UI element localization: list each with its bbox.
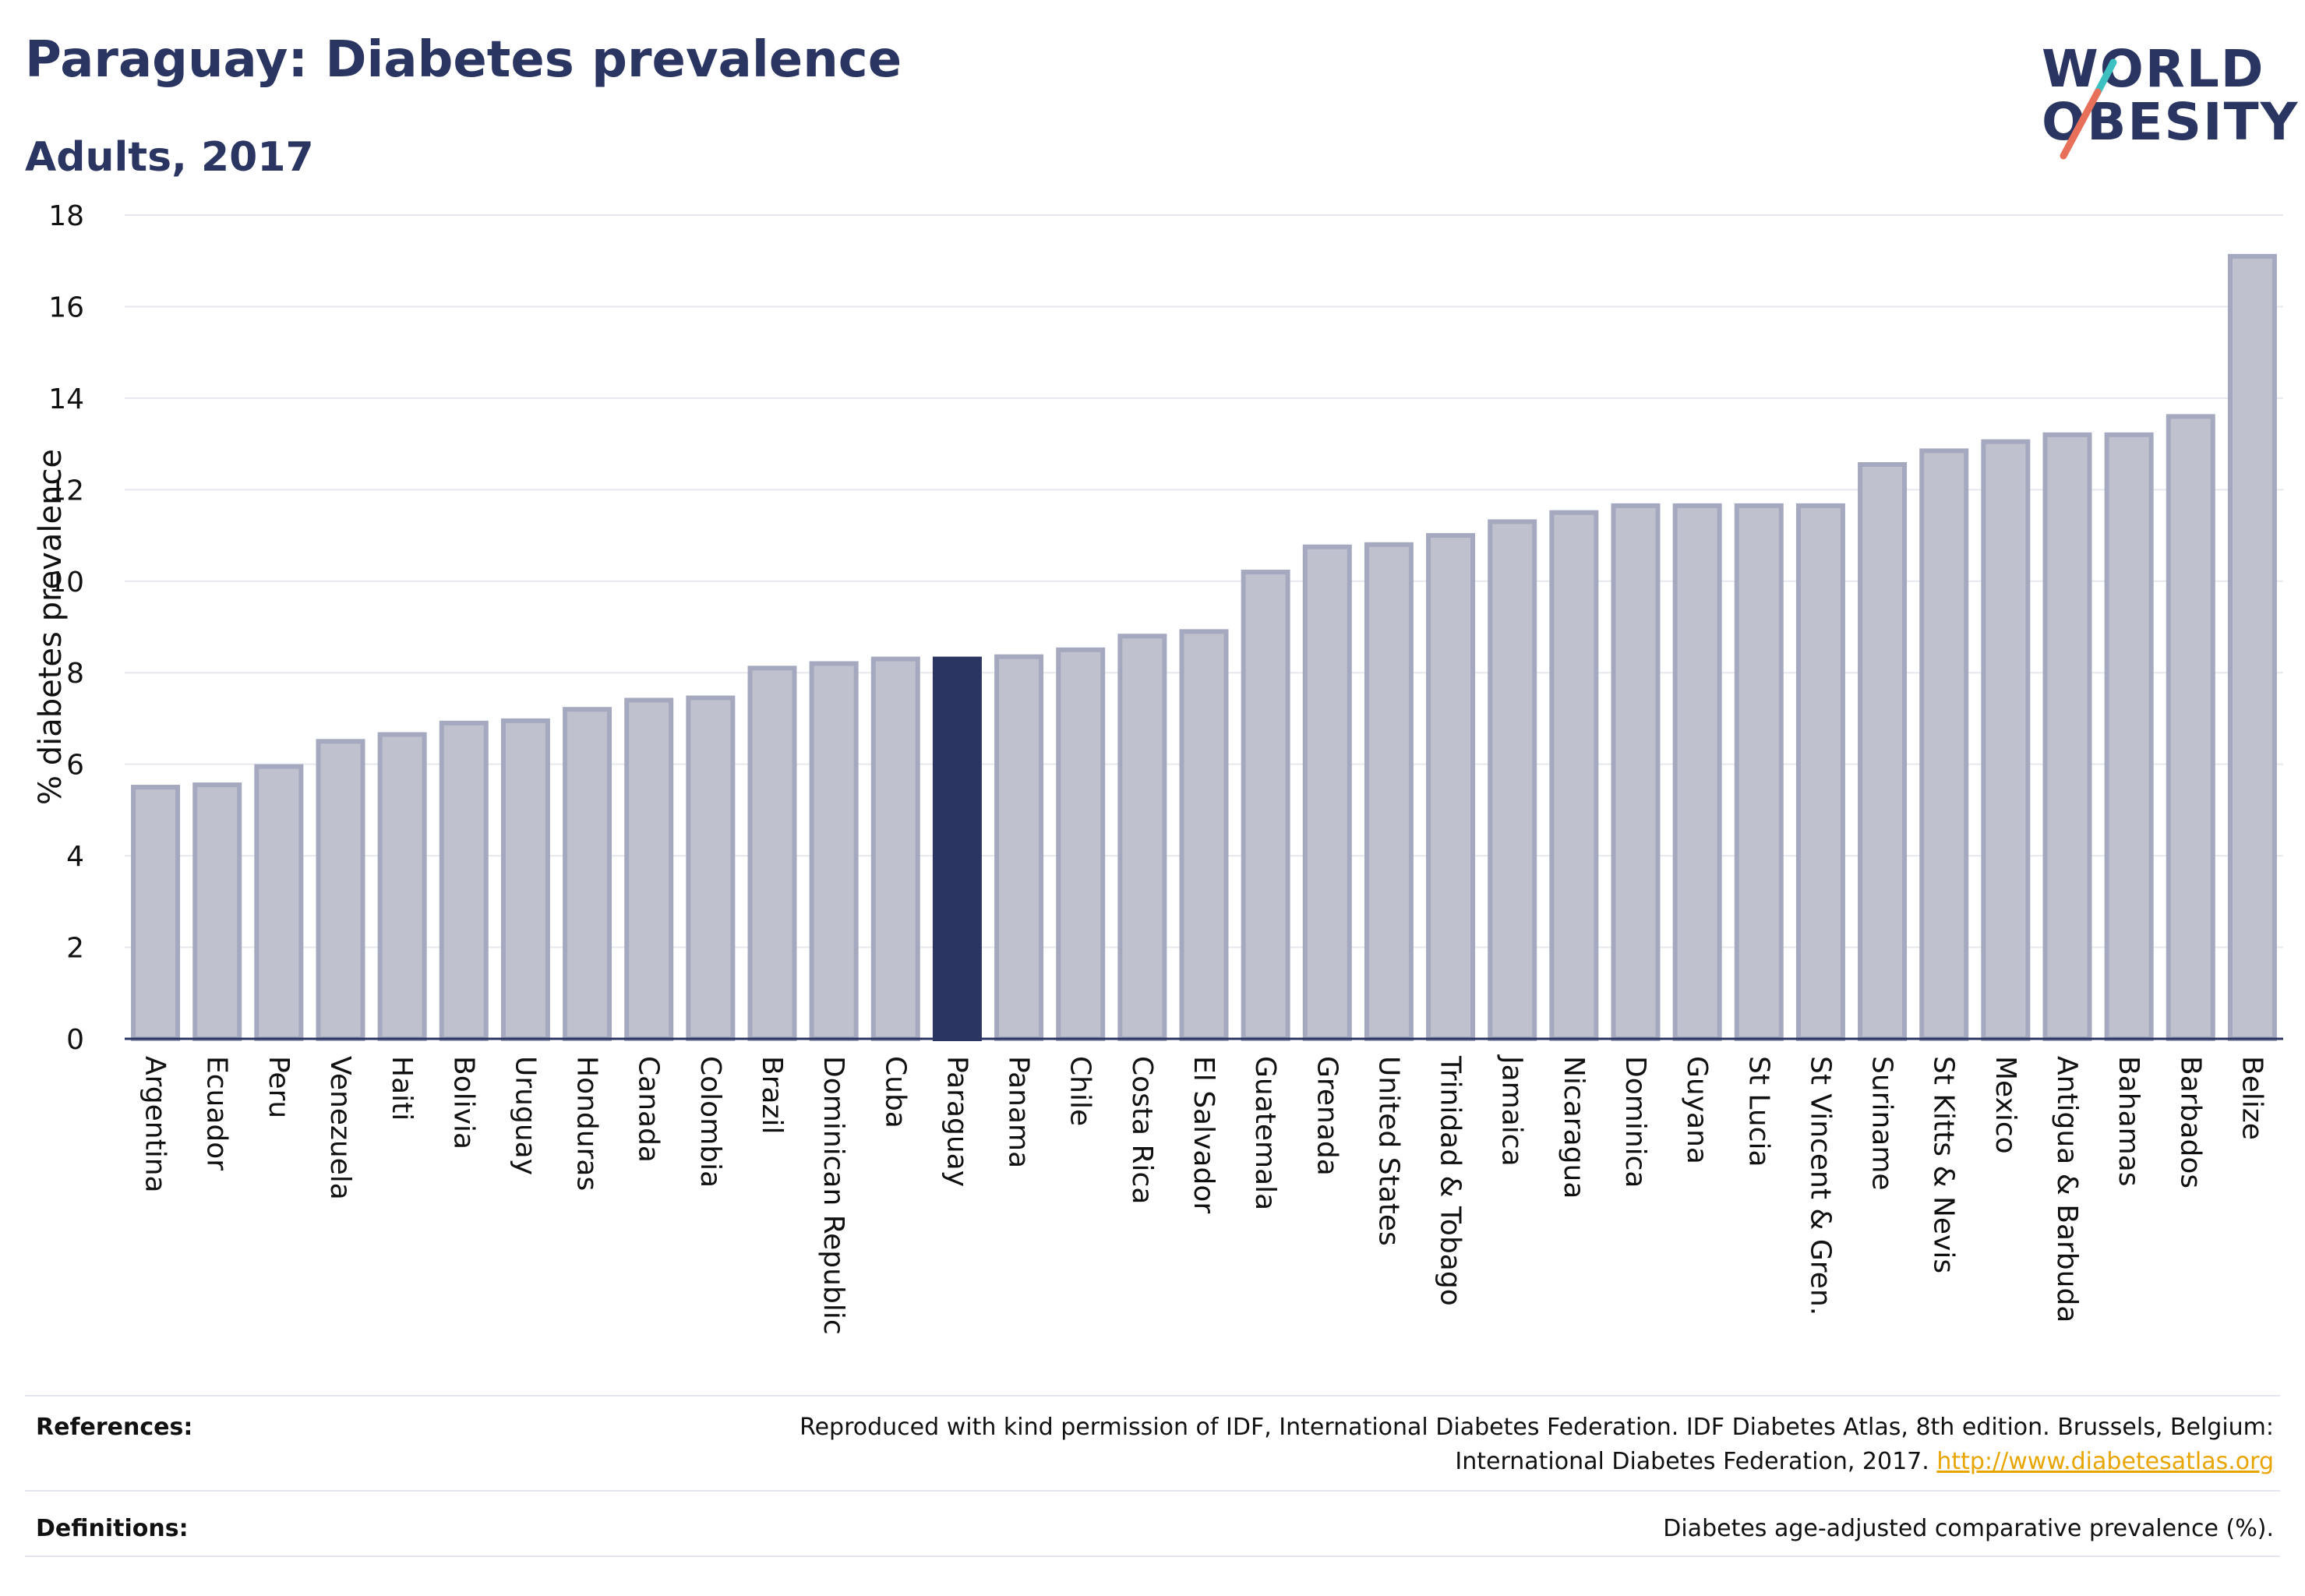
x-tick-label: Honduras [571, 1056, 603, 1191]
x-tick-label: El Salvador [1188, 1056, 1220, 1213]
x-tick-label: Nicaragua [1558, 1056, 1590, 1199]
bar [1426, 533, 1476, 1041]
y-tick-label: 2 [66, 933, 84, 965]
x-tick-label: Uruguay [509, 1056, 541, 1175]
x-tick-label: Mexico [1989, 1056, 2021, 1154]
chart-subtitle: Adults, 2017 [25, 134, 314, 181]
x-tick-label: United States [1372, 1056, 1404, 1246]
y-tick-label: 4 [66, 841, 84, 873]
bar [1117, 634, 1167, 1041]
y-axis-title: % diabetes prevalence [33, 449, 69, 805]
bar [377, 732, 427, 1041]
x-tick-label: Grenada [1311, 1056, 1343, 1176]
y-tick-label: 8 [66, 658, 84, 690]
bar [1795, 503, 1845, 1041]
references-link[interactable]: http://www.diabetesatlas.org [1936, 1448, 2274, 1475]
bar [1179, 629, 1229, 1041]
bar [870, 656, 920, 1041]
x-tick-label: Argentina [139, 1056, 171, 1193]
definitions-label: Definitions: [36, 1515, 189, 1542]
bar [932, 656, 982, 1041]
footer-divider-bottom [25, 1555, 2280, 1557]
x-tick-label: Colombia [694, 1056, 726, 1188]
bar-chart: 0 2 4 6 8 10 12 14 16 18 % diabetes prevalence Arge… [33, 200, 2283, 1335]
bar [1672, 503, 1722, 1041]
bar [316, 739, 365, 1041]
bar [2166, 414, 2215, 1041]
x-tick-label: Costa Rica [1126, 1056, 1158, 1204]
chart-title: Paraguay: Diabetes prevalence [25, 31, 902, 89]
x-tick-label: Chile [1064, 1056, 1096, 1126]
x-tick-label: St Lucia [1742, 1056, 1774, 1167]
bar [1241, 570, 1290, 1041]
x-tick-label: Guyana [1681, 1056, 1713, 1164]
y-tick-label: 6 [66, 750, 84, 782]
bar [1056, 647, 1106, 1041]
bar [1611, 503, 1661, 1041]
bar [131, 785, 181, 1041]
x-tick-label: Brazil [756, 1056, 788, 1134]
bar [747, 666, 797, 1041]
x-tick-label: St Vincent & Gren. [1804, 1056, 1836, 1315]
x-tick-label: Panama [1003, 1056, 1035, 1168]
bar [254, 764, 304, 1041]
y-tick-label: 16 [48, 291, 84, 323]
bar [1858, 462, 1908, 1041]
x-tick-label: Ecuador [201, 1056, 233, 1171]
x-tick-label: Bahamas [2113, 1056, 2144, 1187]
bar [439, 720, 489, 1041]
x-tick-label: Dominican Republic [817, 1056, 849, 1335]
bar [563, 707, 612, 1041]
references-body: Reproduced with kind permission of IDF, … [800, 1414, 2274, 1475]
bar [994, 654, 1044, 1041]
definitions-text: Diabetes age-adjusted comparative preval… [1663, 1515, 2274, 1542]
y-tick-label: 12 [48, 475, 84, 507]
x-tick-label: Bolivia [447, 1056, 479, 1149]
x-tick-label: Suriname [1866, 1056, 1898, 1191]
x-tick-label: Venezuela [324, 1056, 356, 1200]
bar [686, 695, 736, 1042]
y-tick-label: 14 [48, 383, 84, 415]
x-tick-label: Trinidad & Tobago [1435, 1055, 1467, 1306]
x-tick-label: Dominica [1619, 1056, 1651, 1188]
bar [1302, 544, 1352, 1041]
bar [500, 718, 550, 1041]
bar [2104, 432, 2154, 1041]
x-tick-label: Belize [2236, 1056, 2268, 1140]
x-tick-label: Jamaica [1496, 1054, 1528, 1167]
world-obesity-logo: WORLD OBESITY [2026, 39, 2297, 164]
bar [1488, 519, 1537, 1041]
bar [1549, 510, 1599, 1041]
footer-divider-middle [25, 1490, 2280, 1492]
logo-word-world: WORLD [2042, 39, 2265, 99]
x-tick-label: Cuba [879, 1056, 911, 1128]
y-tick-label: 10 [48, 567, 84, 598]
logo-slash-icon [2060, 58, 2117, 160]
x-tick-label: Antigua & Barbuda [2051, 1056, 2083, 1322]
bar [1981, 439, 2031, 1041]
x-tick-label: Canada [633, 1056, 665, 1163]
bar [809, 661, 859, 1041]
x-tick-label: Haiti [386, 1056, 418, 1121]
bar [1364, 542, 1414, 1041]
footer-divider-top [25, 1395, 2280, 1396]
x-tick-label: Paraguay [941, 1056, 972, 1187]
y-tick-label: 0 [66, 1024, 84, 1056]
references-label: References: [36, 1414, 193, 1441]
x-tick-label: St Kitts & Nevis [1928, 1056, 1960, 1273]
bar [2042, 432, 2092, 1041]
bar [192, 782, 242, 1041]
bar [1919, 448, 1969, 1041]
x-tick-label: Guatemala [1249, 1056, 1281, 1210]
bar [624, 697, 674, 1041]
x-tick-label: Peru [263, 1056, 295, 1118]
references-text: Reproduced with kind permission of IDF, … [715, 1411, 2274, 1479]
bar [2227, 253, 2277, 1042]
bar [1734, 503, 1784, 1041]
x-tick-label: Barbados [2174, 1056, 2206, 1188]
y-tick-label: 18 [48, 200, 84, 232]
